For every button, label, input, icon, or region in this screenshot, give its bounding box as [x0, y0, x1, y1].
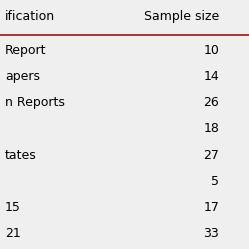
Text: 26: 26 — [203, 96, 219, 109]
Text: 10: 10 — [203, 44, 219, 57]
Text: 27: 27 — [203, 149, 219, 162]
Text: 21: 21 — [5, 227, 21, 240]
Text: 15: 15 — [5, 201, 21, 214]
Text: apers: apers — [5, 70, 40, 83]
Text: 17: 17 — [203, 201, 219, 214]
Text: 14: 14 — [203, 70, 219, 83]
Text: 5: 5 — [211, 175, 219, 188]
Text: 33: 33 — [203, 227, 219, 240]
Text: Sample size: Sample size — [144, 10, 220, 23]
Text: n Reports: n Reports — [5, 96, 65, 109]
Text: ification: ification — [5, 10, 55, 23]
Text: 18: 18 — [203, 123, 219, 135]
Text: Report: Report — [5, 44, 47, 57]
Text: tates: tates — [5, 149, 37, 162]
